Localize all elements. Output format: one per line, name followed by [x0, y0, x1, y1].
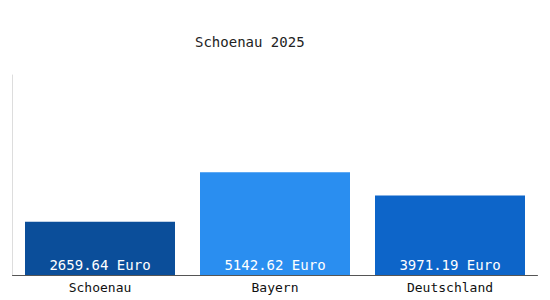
svg-text:3971.19 Euro: 3971.19 Euro	[399, 257, 500, 273]
svg-text:Deutschland: Deutschland	[407, 280, 493, 295]
svg-text:5142.62 Euro: 5142.62 Euro	[224, 257, 325, 273]
svg-text:2659.64 Euro: 2659.64 Euro	[49, 257, 150, 273]
svg-text:Schoenau 2025: Schoenau 2025	[195, 34, 305, 50]
svg-text:Schoenau: Schoenau	[69, 280, 132, 295]
svg-text:Bayern: Bayern	[252, 280, 299, 295]
